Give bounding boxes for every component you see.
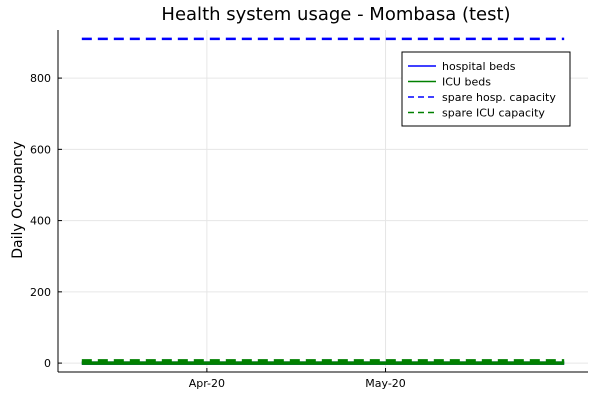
legend-label: hospital beds xyxy=(442,60,516,73)
x-tick-label: May-20 xyxy=(365,377,406,390)
legend-label: spare hosp. capacity xyxy=(442,91,556,104)
y-tick-label: 400 xyxy=(30,215,51,228)
grid-lines xyxy=(58,30,588,372)
chart-title: Health system usage - Mombasa (test) xyxy=(161,4,510,25)
tick-labels: 0 200 400 600 800 Apr-20 May-20 xyxy=(30,72,406,390)
x-tick-label: Apr-20 xyxy=(189,377,225,390)
legend-label: spare ICU capacity xyxy=(442,107,545,120)
y-axis-label: Daily Occupancy xyxy=(10,141,26,258)
legend-label: ICU beds xyxy=(442,76,491,89)
y-tick-label: 200 xyxy=(30,286,51,299)
series-lines xyxy=(81,37,565,365)
legend-box xyxy=(401,51,571,127)
axes xyxy=(57,30,588,373)
legend: hospital beds ICU beds spare hosp. capacit… xyxy=(401,51,571,127)
y-tick-label: 800 xyxy=(30,72,51,85)
y-tick-label: 600 xyxy=(30,143,51,156)
y-tick-label: 0 xyxy=(44,357,51,370)
